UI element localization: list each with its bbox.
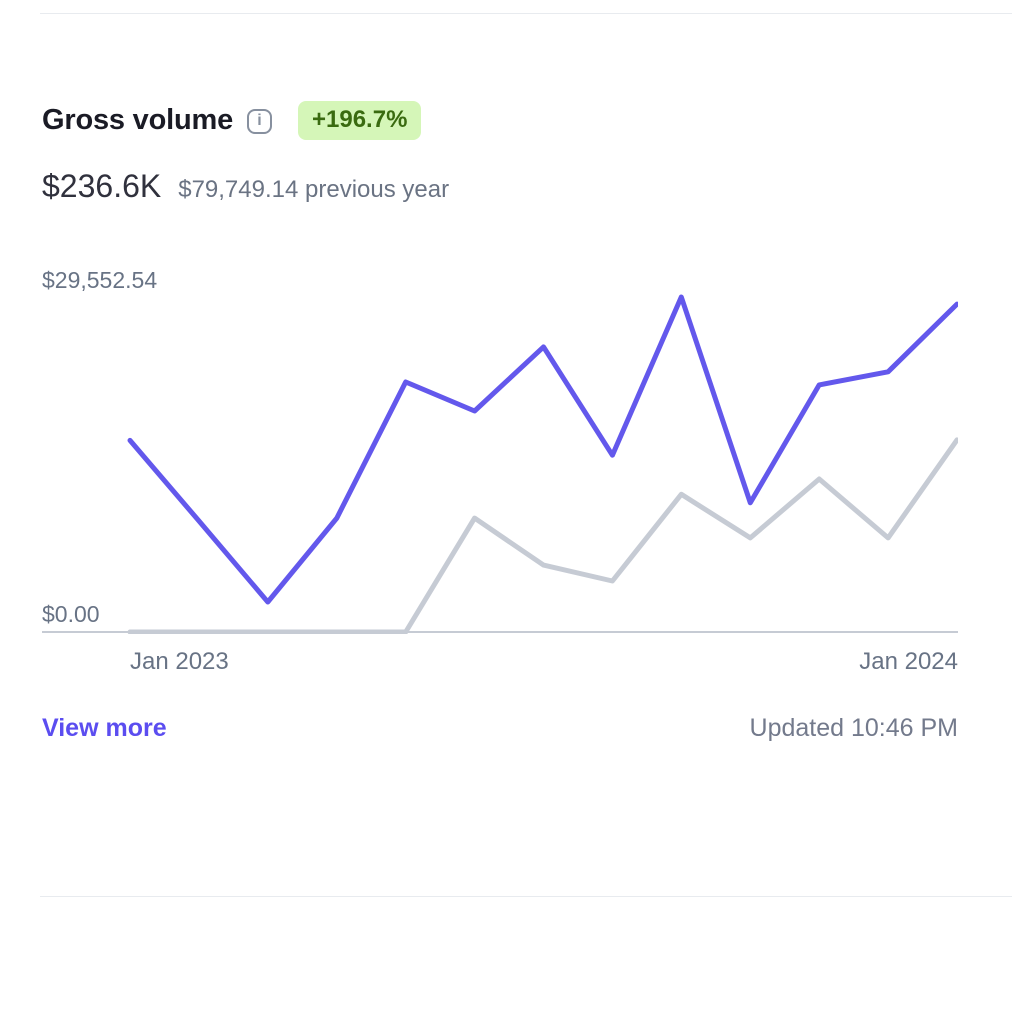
view-more-link[interactable]: View more bbox=[42, 714, 167, 742]
previous-year-total: $79,749.14 previous year bbox=[178, 176, 450, 203]
card-title: Gross volume bbox=[42, 103, 233, 136]
current-total: $236.6K bbox=[42, 168, 162, 204]
gross-volume-chart[interactable] bbox=[42, 290, 958, 634]
y-axis-max-label: $29,552.54 bbox=[42, 267, 158, 293]
updated-timestamp: Updated 10:46 PM bbox=[749, 714, 958, 742]
x-tick-end: Jan 2024 bbox=[859, 648, 958, 675]
x-tick-start: Jan 2023 bbox=[130, 648, 229, 675]
info-icon[interactable] bbox=[247, 108, 272, 134]
card-footer: View more Updated 10:46 PM bbox=[42, 714, 958, 743]
card-header: Gross volume +196.7% bbox=[42, 101, 422, 140]
y-axis-min-label: $0.00 bbox=[42, 601, 100, 627]
x-axis-labels: Jan 2023 Jan 2024 bbox=[130, 648, 958, 676]
growth-badge: +196.7% bbox=[298, 101, 422, 140]
amount-row: $236.6K $79,749.14 previous year bbox=[42, 168, 449, 205]
top-divider bbox=[40, 13, 1012, 14]
bottom-divider bbox=[40, 896, 1012, 897]
